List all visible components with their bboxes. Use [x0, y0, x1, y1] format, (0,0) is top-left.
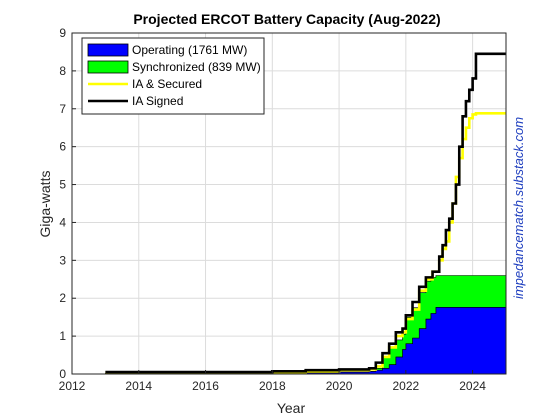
x-axis-ticks: 2012 2014 2016 2018 2020 2022 2024 [59, 370, 486, 393]
x-axis-label: Year [277, 400, 306, 416]
x-tick-label: 2012 [59, 379, 86, 393]
y-tick-label: 6 [59, 140, 66, 154]
legend-label: IA & Secured [132, 77, 202, 91]
y-tick-label: 1 [59, 329, 66, 343]
x-tick-label: 2020 [326, 379, 353, 393]
y-axis-label: Giga-watts [37, 171, 53, 238]
legend-label: IA Signed [132, 94, 183, 108]
y-tick-label: 4 [59, 215, 66, 229]
legend-swatch [87, 60, 129, 74]
y-tick-label: 9 [59, 26, 66, 40]
x-tick-label: 2024 [459, 379, 486, 393]
y-tick-label: 2 [59, 291, 66, 305]
legend-label: Operating (1761 MW) [132, 43, 247, 57]
plot-frame [71, 32, 507, 375]
legend: Operating (1761 MW) Synchronized (839 MW)… [81, 37, 265, 115]
y-tick-label: 8 [59, 64, 66, 78]
watermark-annotation: impedancematch.substack.com [511, 117, 526, 299]
x-tick-label: 2014 [125, 379, 152, 393]
legend-label: Synchronized (839 MW) [132, 60, 261, 74]
y-tick-label: 0 [59, 367, 66, 381]
x-tick-label: 2016 [192, 379, 219, 393]
y-tick-label: 5 [59, 178, 66, 192]
legend-swatch [87, 43, 129, 57]
y-tick-label: 7 [59, 102, 66, 116]
line-series-2 [105, 52, 506, 374]
series-lines [105, 52, 506, 375]
x-tick-label: 2018 [259, 379, 286, 393]
y-tick-label: 3 [59, 253, 66, 267]
x-tick-label: 2022 [392, 379, 419, 393]
chart-title: Projected ERCOT Battery Capacity (Aug-20… [133, 11, 440, 27]
y-axis-ticks: 0 1 2 3 4 5 6 7 8 9 [59, 26, 76, 381]
